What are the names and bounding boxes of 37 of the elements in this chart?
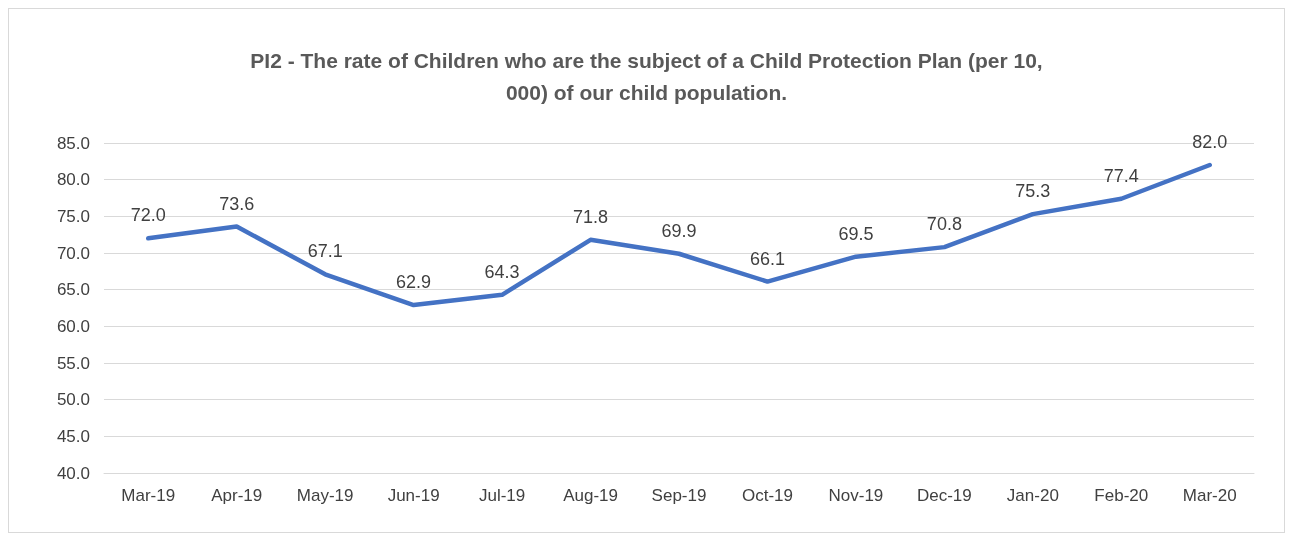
- data-label: 75.3: [1015, 181, 1051, 202]
- x-tick-label: Mar-19: [121, 486, 176, 505]
- data-label: 71.8: [573, 206, 609, 227]
- y-tick-label: 40.0: [56, 463, 90, 483]
- data-label: 66.1: [749, 248, 785, 269]
- x-tick-label: Apr-19: [211, 486, 263, 505]
- data-label: 62.9: [396, 272, 432, 293]
- data-label: 67.1: [307, 241, 343, 262]
- x-tick-label: Jul-19: [478, 486, 526, 505]
- data-label: 73.6: [219, 193, 255, 214]
- x-tick-label: Jan-20: [1006, 486, 1059, 505]
- x-tick-label: Oct-19: [741, 486, 793, 505]
- x-tick-label: Nov-19: [828, 486, 884, 505]
- data-label: 69.5: [838, 223, 874, 244]
- y-tick-label: 50.0: [56, 390, 90, 410]
- x-tick-label: Sep-19: [651, 486, 707, 505]
- y-tick-label: 70.0: [56, 243, 90, 263]
- y-tick-label: 65.0: [56, 280, 90, 300]
- y-tick-label: 60.0: [56, 316, 90, 336]
- data-label: 82.0: [1192, 132, 1228, 152]
- data-label: 64.3: [484, 261, 520, 282]
- x-tick-label: Dec-19: [916, 486, 972, 505]
- x-tick-label: Jun-19: [387, 486, 440, 505]
- y-tick-label: 55.0: [56, 353, 90, 373]
- y-tick-label: 75.0: [56, 206, 90, 226]
- y-tick-label: 80.0: [56, 170, 90, 190]
- data-label: 72.0: [130, 205, 166, 226]
- x-tick-label: Feb-20: [1094, 486, 1149, 505]
- y-tick-label: 85.0: [56, 133, 90, 153]
- data-label: 69.9: [661, 220, 697, 241]
- x-tick-label: May-19: [296, 486, 354, 505]
- data-label: 77.4: [1103, 165, 1139, 186]
- data-label: 70.8: [926, 214, 962, 235]
- x-tick-label: Aug-19: [563, 486, 618, 505]
- y-tick-label: 45.0: [56, 426, 90, 446]
- x-tick-label: Mar-20: [1182, 486, 1237, 505]
- chart-title: PI2 - The rate of Children who are the subject of a Child Protection Plan (per 10,000) of our child population.: [250, 48, 1043, 104]
